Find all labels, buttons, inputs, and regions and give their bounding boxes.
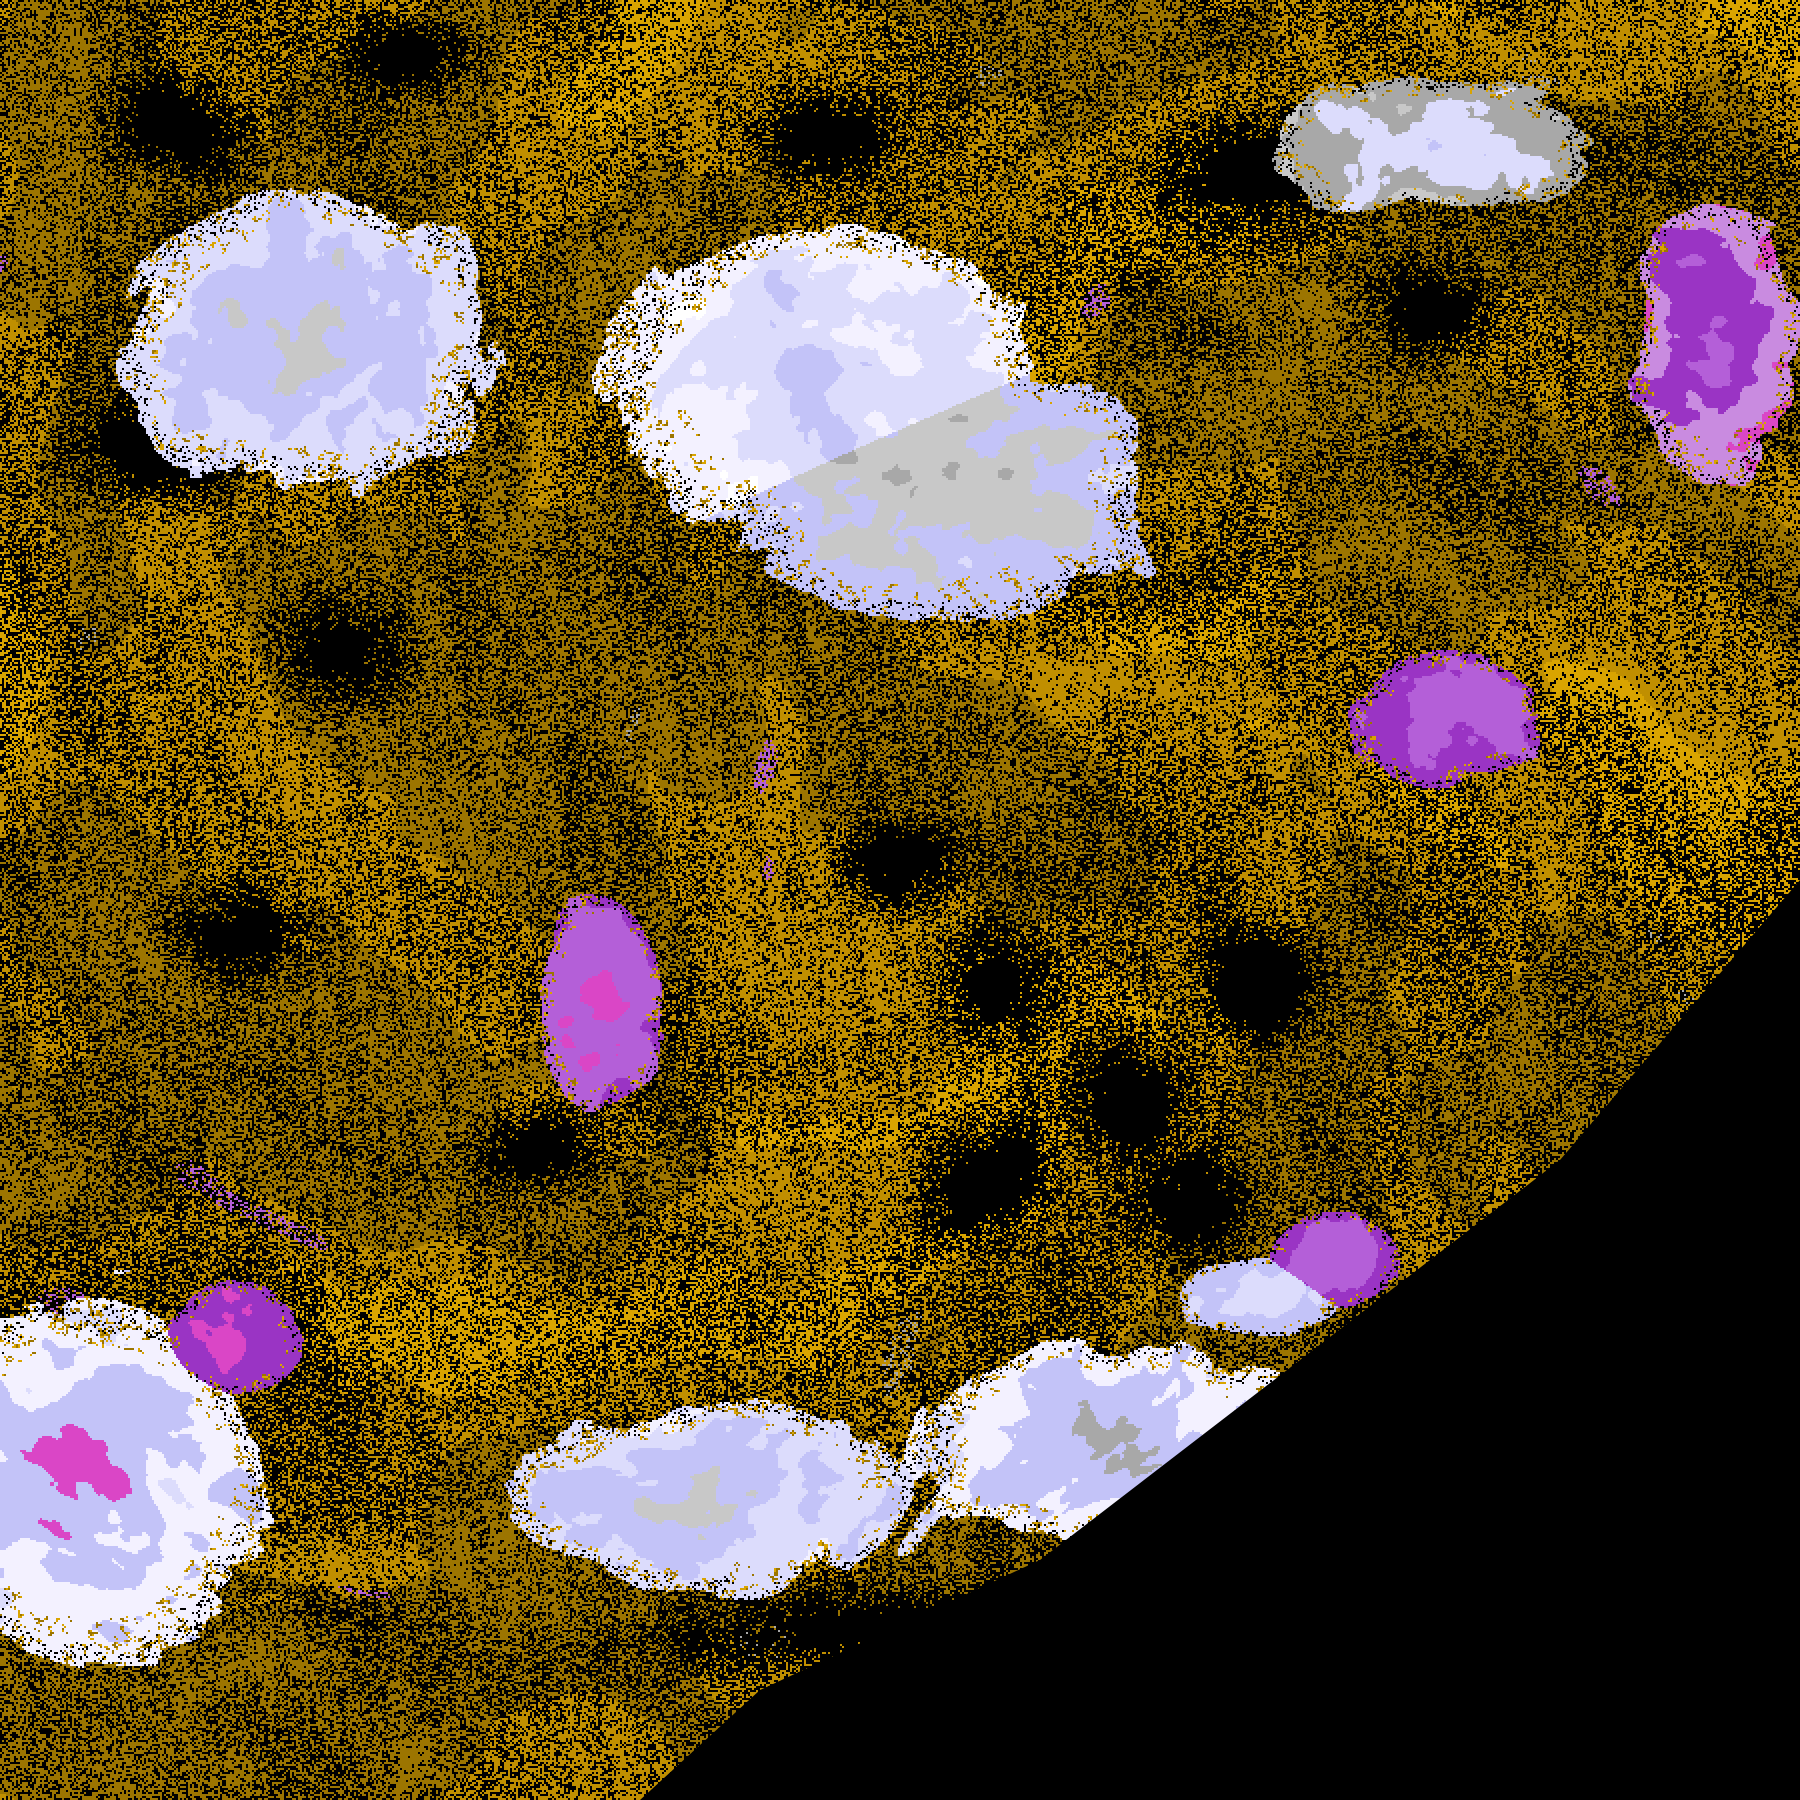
false-color-classification-raster	[0, 0, 1800, 1800]
satellite-image-viewport: False-color satellite classification ras…	[0, 0, 1800, 1800]
